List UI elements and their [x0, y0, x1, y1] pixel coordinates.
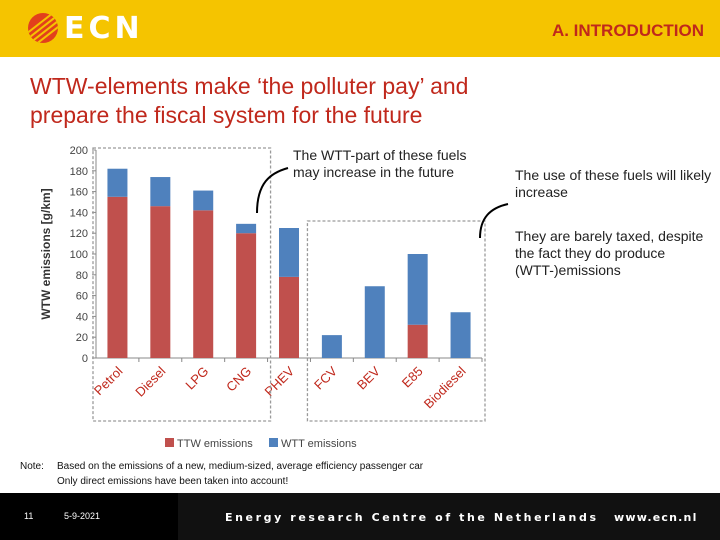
bar-ttw-e85 [407, 324, 428, 358]
y-tick-label: 20 [76, 332, 88, 344]
y-tick-label: 200 [70, 145, 88, 157]
y-tick-label: 140 [70, 207, 88, 219]
y-tick-label: 0 [82, 353, 88, 365]
callout-connector-1 [256, 167, 289, 214]
bar-wtt-biodiesel [450, 312, 471, 358]
callout-barely-taxed: They are barely taxed, despite the fact … [515, 228, 704, 278]
x-tick-label: CNG [223, 364, 254, 395]
y-tick-label: 80 [76, 270, 88, 282]
bar-ttw-phev [279, 276, 299, 358]
note-line-1: Based on the emissions of a new, medium-… [57, 461, 424, 472]
y-tick-label: 180 [70, 166, 88, 178]
legend-label: TTW emissions [177, 438, 253, 450]
header-bar: ECN A. INTRODUCTION [0, 0, 720, 57]
bar-wtt-diesel [150, 177, 171, 207]
y-tick-label: 40 [76, 311, 88, 323]
footer-url[interactable]: www.ecn.nl [614, 511, 698, 524]
y-tick-label: 120 [70, 228, 88, 240]
y-tick-label: 160 [70, 187, 88, 199]
ecn-logo: ECN [28, 10, 144, 46]
note-label: Note: [20, 461, 44, 472]
callout-connector-2 [479, 203, 509, 239]
footer-organization: Energy research Centre of the Netherland… [225, 511, 599, 524]
callout-wtt-increase: The WTT-part of these fuels may increase… [293, 147, 467, 180]
x-tick-label: BEV [354, 363, 383, 392]
logo-text: ECN [64, 10, 144, 46]
y-tick-label: 60 [76, 291, 88, 303]
y-axis-label: WTW emissions [g/km] [39, 188, 53, 319]
x-tick-label: Diesel [132, 363, 168, 399]
bar-wtt-phev [279, 228, 299, 277]
legend-swatch [269, 438, 278, 447]
x-tick-label: LPG [182, 364, 211, 393]
bar-ttw-cng [236, 233, 257, 358]
x-tick-label: Biodiesel [421, 363, 469, 411]
footer-date: 5-9-2021 [64, 511, 101, 521]
bar-wtt-petrol [107, 168, 128, 197]
footer-bar: 11 5-9-2021 Energy research Centre of th… [0, 493, 720, 540]
x-tick-label: FCV [311, 363, 340, 392]
legend-swatch [165, 438, 174, 447]
title-line-2: prepare the fiscal system for the future [30, 102, 423, 128]
emissions-chart: 0 20 40 60 80 100 120 140 160 180 200 WTW emissions… [39, 145, 509, 450]
bar-wtt-cng [236, 223, 257, 234]
x-tick-label: E85 [399, 364, 426, 391]
callout-use-increase: The use of these fuels will likely incre… [515, 167, 712, 200]
slide-title: WTW-elements make ‘the polluter pay’ and… [30, 72, 630, 130]
footer-left-panel [0, 493, 178, 540]
y-tick-label: 100 [70, 249, 88, 261]
annotation-box-alternative [306, 220, 486, 422]
bar-wtt-bev [364, 286, 385, 358]
bar-ttw-diesel [150, 206, 171, 358]
bar-wtt-e85 [407, 254, 428, 325]
bar-ttw-lpg [193, 210, 214, 358]
legend-label: WTT emissions [281, 438, 357, 450]
bar-wtt-lpg [193, 190, 214, 211]
x-tick-label: Petrol [91, 363, 126, 398]
x-tick-label: PHEV [261, 363, 297, 399]
ecn-logo-icon [28, 13, 58, 43]
bar-ttw-petrol [107, 196, 128, 358]
section-label: A. INTRODUCTION [551, 21, 704, 40]
bar-wtt-fcv [321, 335, 342, 358]
title-line-1: WTW-elements make ‘the polluter pay’ and [30, 73, 469, 99]
note-line-2: Only direct emissions have been taken in… [57, 476, 289, 487]
page-number: 11 [24, 511, 34, 521]
